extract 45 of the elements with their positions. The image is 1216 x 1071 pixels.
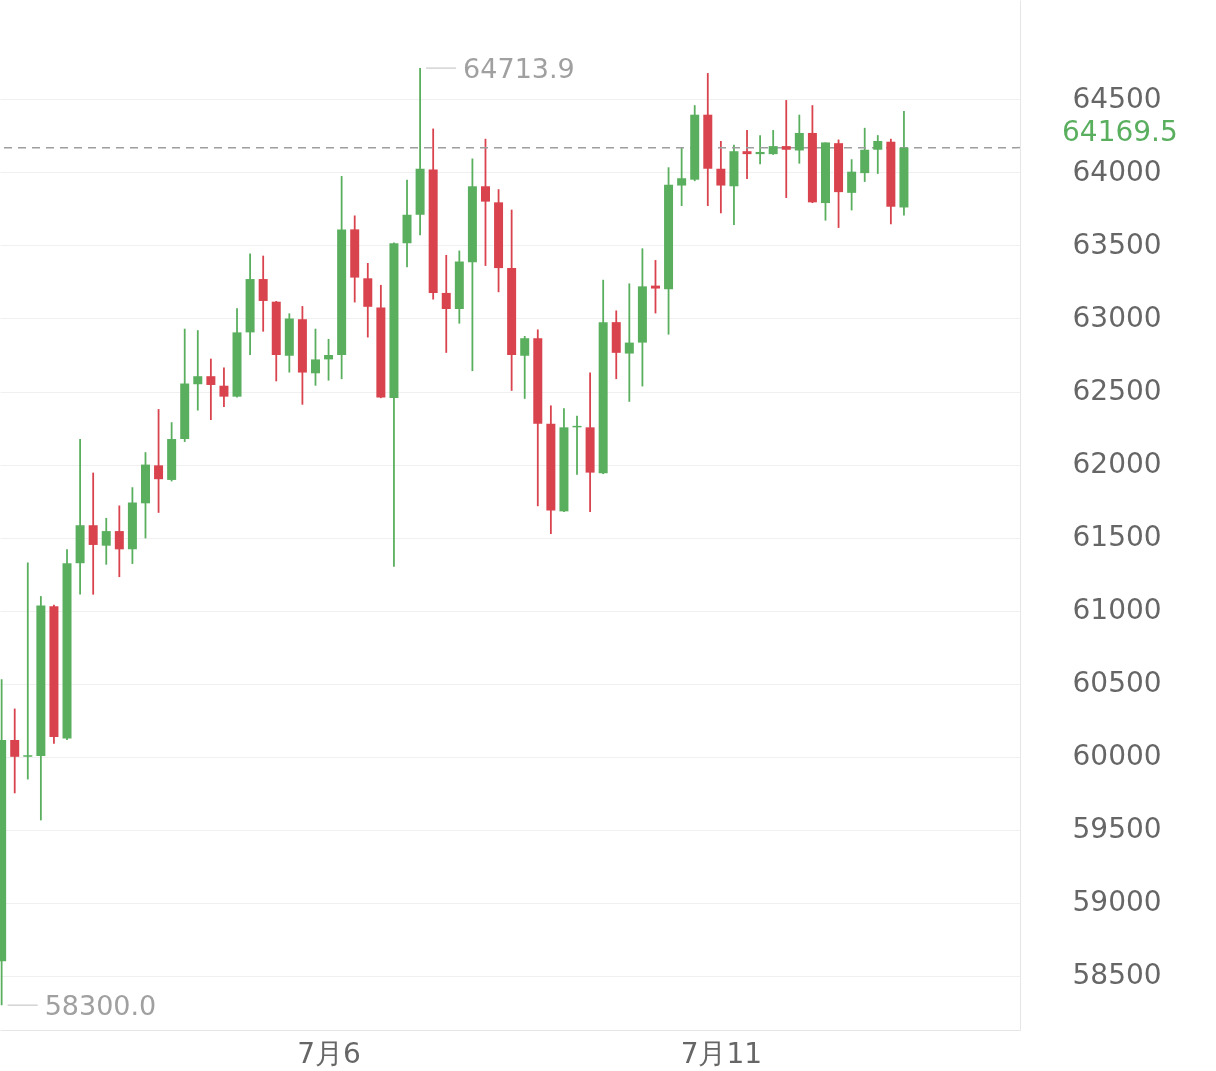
y-tick-label: 62500 <box>1072 374 1162 408</box>
y-tick-label: 64000 <box>1072 154 1162 188</box>
y-tick-label: 61500 <box>1072 520 1162 554</box>
candlestick <box>88 471 98 596</box>
candlestick <box>520 335 530 400</box>
candlestick <box>480 137 490 267</box>
candlestick <box>206 357 216 421</box>
y-tick-label: 64500 <box>1072 81 1162 115</box>
candlestick <box>154 408 164 514</box>
candlestick <box>114 504 124 578</box>
candlestick <box>768 129 778 156</box>
y-tick-label: 61000 <box>1072 593 1162 627</box>
candlestick <box>716 140 726 215</box>
candlestick <box>755 134 765 166</box>
candlestick <box>193 329 203 412</box>
candlestick <box>101 517 111 566</box>
candlestick <box>324 338 334 382</box>
candlestick <box>677 146 687 207</box>
candlestick <box>794 113 804 165</box>
y-tick-label: 59500 <box>1072 812 1162 846</box>
candlestick <box>781 99 791 199</box>
candlestick <box>258 254 268 333</box>
candlestick <box>441 254 451 354</box>
y-tick-label: 62000 <box>1072 447 1162 481</box>
y-tick-label: 63000 <box>1072 301 1162 334</box>
candlestick <box>847 158 857 212</box>
candlestick <box>219 366 229 408</box>
candlestick <box>23 561 33 781</box>
candlestick <box>650 259 660 315</box>
candlestick <box>742 129 752 180</box>
x-tick-label: 7月6 <box>297 1036 361 1070</box>
ref-line-label: 64169.5 <box>1062 114 1178 148</box>
candlestick <box>873 134 883 175</box>
annotation: 64713.9 <box>463 53 575 85</box>
y-tick-label: 60000 <box>1072 739 1162 773</box>
candlestick <box>310 327 320 387</box>
candlestick <box>10 707 20 795</box>
x-tick-label: 7月11 <box>680 1036 763 1070</box>
y-tick-label: 63500 <box>1072 227 1162 261</box>
y-tick-label: 60500 <box>1072 666 1162 700</box>
y-tick-label: 58500 <box>1072 958 1162 992</box>
candlestick <box>860 126 870 183</box>
annotation: 58300.0 <box>44 990 157 1022</box>
y-tick-label: 59000 <box>1072 885 1162 919</box>
candlestick <box>624 282 634 403</box>
